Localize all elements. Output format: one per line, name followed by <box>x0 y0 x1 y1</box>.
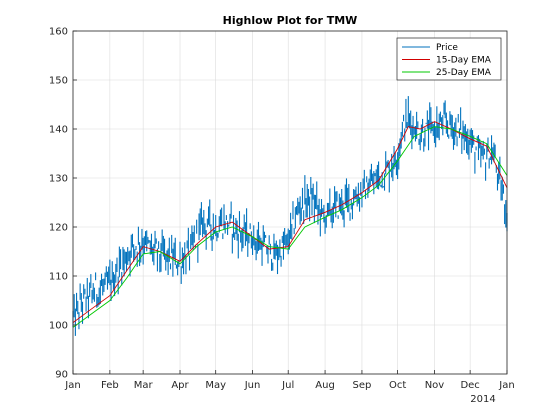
x-tick-label: Feb <box>101 380 119 391</box>
y-tick-label: 120 <box>49 223 68 234</box>
x-tick-label: May <box>205 380 226 391</box>
y-tick-label: 150 <box>49 76 68 87</box>
x-tick-label: Nov <box>425 380 445 391</box>
x-tick-label: Oct <box>389 380 406 391</box>
x-tick-label: Jan <box>64 380 80 391</box>
series-layer <box>72 96 508 336</box>
series-line-ema15 <box>72 121 508 323</box>
x-tick-label: Apr <box>171 380 189 391</box>
y-tick-label: 100 <box>49 321 68 332</box>
legend: Price 15-Day EMA 25-Day EMA <box>396 37 502 81</box>
chart-title: Highlow Plot for TMW <box>223 14 358 27</box>
y-tick-label: 90 <box>55 370 68 381</box>
y-tick-label: 130 <box>49 174 68 185</box>
legend-label: 25-Day EMA <box>436 68 492 78</box>
x-tick-label: Jul <box>281 380 294 391</box>
x-tick-label: Jan <box>498 380 514 391</box>
x-axis: Jan Feb Mar Apr May Jun Jul Aug Sep Oct Nov Dec Jan <box>64 370 515 391</box>
x-tick-label: Mar <box>134 380 154 391</box>
legend-label: Price <box>436 43 458 53</box>
year-label: 2014 <box>470 394 495 405</box>
x-tick-label: Sep <box>353 380 372 391</box>
x-tick-label: Dec <box>460 380 479 391</box>
x-tick-label: Aug <box>315 380 335 391</box>
y-tick-label: 160 <box>49 27 68 38</box>
legend-label: 15-Day EMA <box>436 56 492 66</box>
x-tick-label: Jun <box>244 380 261 391</box>
y-tick-label: 140 <box>49 125 68 136</box>
plot-frame <box>72 30 508 375</box>
y-axis: 90 100 110 120 130 140 150 160 <box>49 27 77 381</box>
y-tick-label: 110 <box>49 272 68 283</box>
series-line-ema25 <box>72 126 508 328</box>
